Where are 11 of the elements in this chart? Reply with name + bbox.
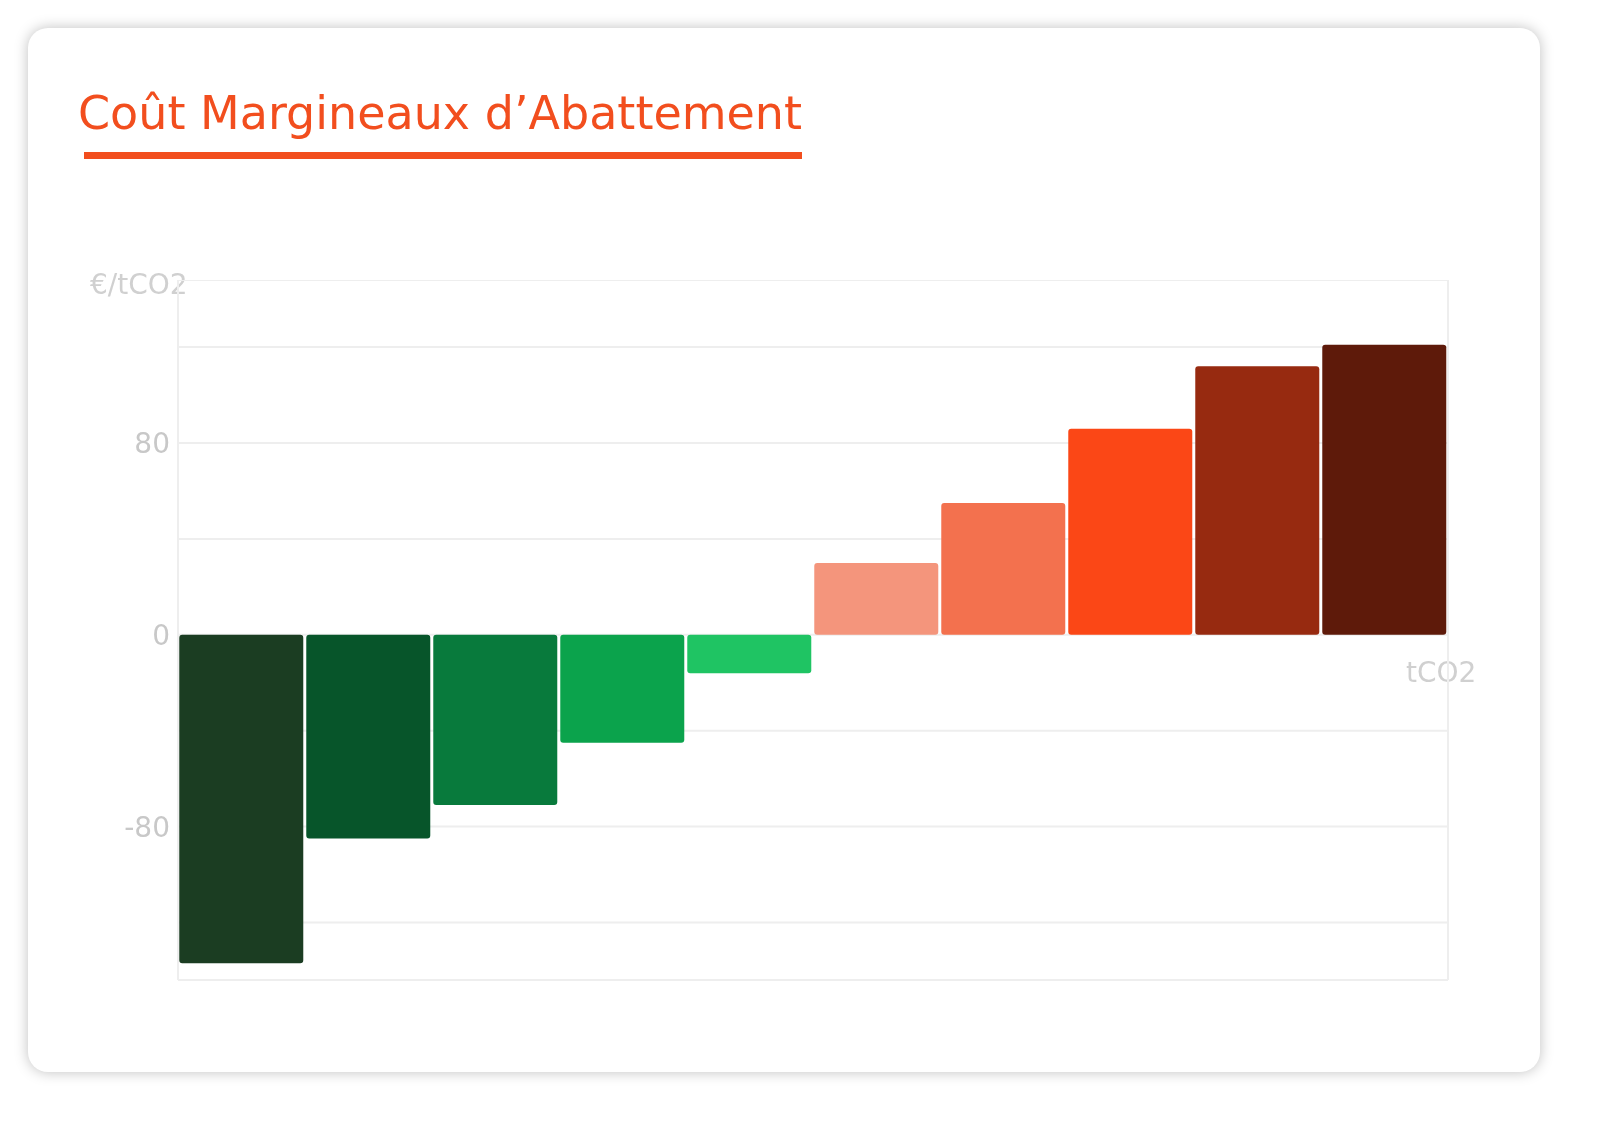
bar — [814, 562, 939, 635]
bar — [179, 634, 304, 964]
bar — [433, 634, 558, 805]
bar — [306, 634, 431, 839]
bar — [1322, 344, 1447, 635]
chart-title: Coût Margineaux d’Abattement — [78, 86, 803, 140]
bar — [687, 634, 812, 674]
bar — [1195, 366, 1320, 635]
bar — [1068, 428, 1193, 635]
bar — [560, 634, 685, 743]
bar — [941, 502, 1066, 635]
